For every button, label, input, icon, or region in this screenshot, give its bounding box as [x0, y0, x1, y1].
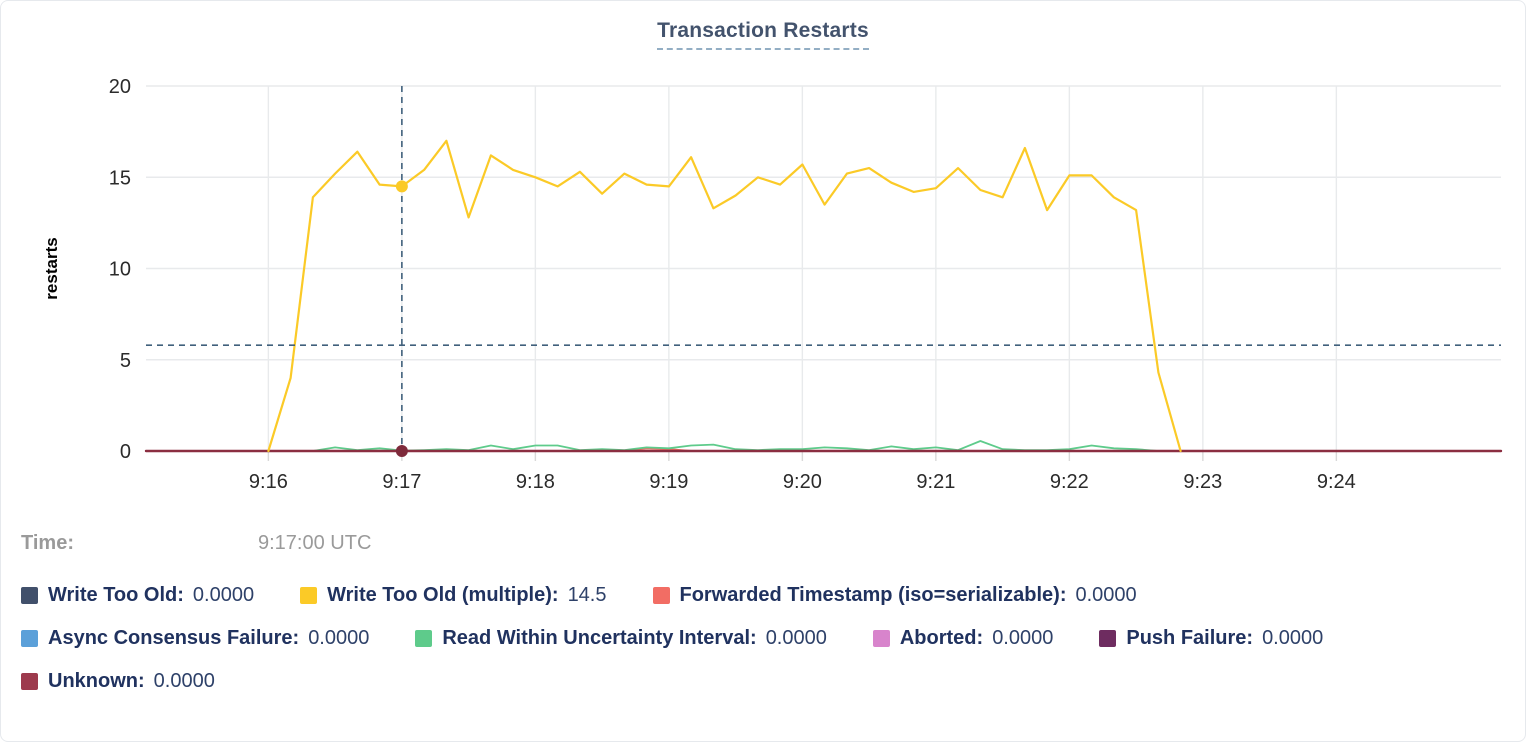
y-tick-label: 15 — [109, 167, 131, 189]
legend-swatch — [872, 630, 890, 647]
x-tick-label: 9:21 — [916, 471, 955, 493]
legend-label: Forwarded Timestamp (iso=serializable): — [679, 584, 1067, 606]
legend-label: Write Too Old (multiple): — [327, 584, 559, 606]
legend-item: Unknown: 0.0000 — [21, 670, 215, 693]
legend-value: 0.0000 — [992, 627, 1054, 649]
chart-header: Transaction Restarts — [1, 19, 1525, 50]
y-tick-label: 5 — [120, 350, 131, 372]
y-axis-label: restarts — [42, 237, 61, 299]
legend-label: Write Too Old: — [48, 584, 184, 606]
hover-time-label: Time: — [21, 532, 74, 554]
legend-label: Aborted: — [899, 627, 984, 649]
y-tick-label: 0 — [120, 441, 131, 463]
series-line — [267, 139, 1182, 453]
legend-row: Unknown: 0.0000 — [21, 670, 1323, 693]
chart-title[interactable]: Transaction Restarts — [657, 19, 869, 50]
legend-swatch — [300, 587, 318, 604]
hover-point — [395, 445, 408, 457]
x-tick-label: 9:24 — [1317, 471, 1356, 493]
hover-time-row: Time: 9:17:00 UTC — [21, 532, 1511, 558]
chart-legend: Write Too Old: 0.0000 Write Too Old (multi… — [21, 584, 1323, 693]
x-tick-label: 9:16 — [249, 471, 288, 493]
series-line — [311, 440, 1160, 452]
legend-item: Write Too Old (multiple): 14.5 — [300, 584, 607, 607]
legend-swatch — [415, 630, 433, 647]
legend-swatch — [21, 630, 38, 647]
legend-swatch — [21, 673, 38, 690]
legend-item: Aborted: 0.0000 — [872, 627, 1054, 650]
legend-value: 0.0000 — [765, 627, 827, 649]
legend-value: 0.0000 — [192, 584, 255, 606]
legend-value: 0.0000 — [153, 670, 215, 692]
legend-value: 14.5 — [567, 584, 607, 606]
legend-row: Async Consensus Failure: 0.0000 Read Withi… — [21, 627, 1323, 650]
legend-label: Read Within Uncertainty Interval: — [442, 627, 757, 649]
legend-item: Forwarded Timestamp (iso=serializable): 0… — [652, 584, 1137, 607]
legend-value: 0.0000 — [1262, 627, 1324, 649]
legend-label: Push Failure: — [1126, 627, 1254, 649]
legend-label: Unknown: — [48, 670, 145, 692]
legend-item: Async Consensus Failure: 0.0000 — [21, 627, 369, 650]
legend-value: 0.0000 — [308, 627, 370, 649]
x-tick-label: 9:19 — [649, 471, 688, 493]
legend-swatch — [21, 587, 38, 604]
legend-row: Write Too Old: 0.0000 Write Too Old (multi… — [21, 584, 1323, 607]
legend-item: Push Failure: 0.0000 — [1099, 627, 1323, 650]
y-tick-label: 20 — [109, 76, 131, 98]
legend-label: Async Consensus Failure: — [48, 627, 300, 649]
transaction-restarts-chart[interactable]: 0 5 10 15 20 9:16 9:17 9:18 9:19 9:20 9:21 9:22 9:23… — [17, 57, 1513, 509]
x-tick-label: 9:20 — [783, 471, 822, 493]
legend-item: Write Too Old: 0.0000 — [21, 584, 254, 607]
legend-swatch — [1099, 630, 1117, 647]
legend-value: 0.0000 — [1075, 584, 1137, 606]
legend-swatch — [652, 587, 670, 604]
legend-item: Read Within Uncertainty Interval: 0.0000 — [415, 627, 827, 650]
x-tick-label: 9:22 — [1050, 471, 1089, 493]
x-tick-label: 9:23 — [1183, 471, 1222, 493]
hover-time-value: 9:17:00 UTC — [258, 532, 372, 554]
y-tick-label: 10 — [109, 259, 131, 281]
hover-point — [395, 180, 408, 193]
x-tick-label: 9:18 — [516, 471, 555, 493]
x-tick-label: 9:17 — [382, 471, 421, 493]
